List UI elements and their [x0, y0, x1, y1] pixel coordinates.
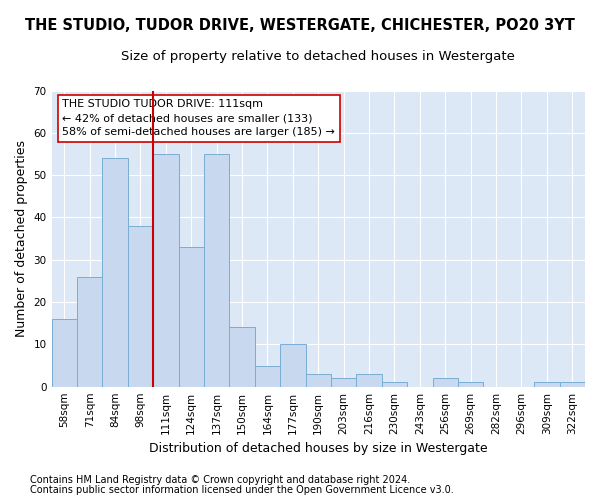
Bar	[52, 319, 77, 386]
Text: THE STUDIO, TUDOR DRIVE, WESTERGATE, CHICHESTER, PO20 3YT: THE STUDIO, TUDOR DRIVE, WESTERGATE, CHI…	[25, 18, 575, 32]
X-axis label: Distribution of detached houses by size in Westergate: Distribution of detached houses by size …	[149, 442, 488, 455]
Bar	[153, 154, 179, 386]
Bar	[255, 366, 280, 386]
Text: THE STUDIO TUDOR DRIVE: 111sqm
← 42% of detached houses are smaller (133)
58% of: THE STUDIO TUDOR DRIVE: 111sqm ← 42% of …	[62, 100, 335, 138]
Bar	[356, 374, 382, 386]
Bar	[229, 328, 255, 386]
Bar	[179, 247, 204, 386]
Bar	[280, 344, 305, 387]
Bar	[204, 154, 229, 386]
Bar	[331, 378, 356, 386]
Text: Contains HM Land Registry data © Crown copyright and database right 2024.: Contains HM Land Registry data © Crown c…	[30, 475, 410, 485]
Bar	[433, 378, 458, 386]
Bar	[128, 226, 153, 386]
Bar	[458, 382, 484, 386]
Bar	[560, 382, 585, 386]
Bar	[305, 374, 331, 386]
Title: Size of property relative to detached houses in Westergate: Size of property relative to detached ho…	[121, 50, 515, 63]
Bar	[77, 276, 103, 386]
Bar	[103, 158, 128, 386]
Bar	[382, 382, 407, 386]
Bar	[534, 382, 560, 386]
Y-axis label: Number of detached properties: Number of detached properties	[15, 140, 28, 337]
Text: Contains public sector information licensed under the Open Government Licence v3: Contains public sector information licen…	[30, 485, 454, 495]
